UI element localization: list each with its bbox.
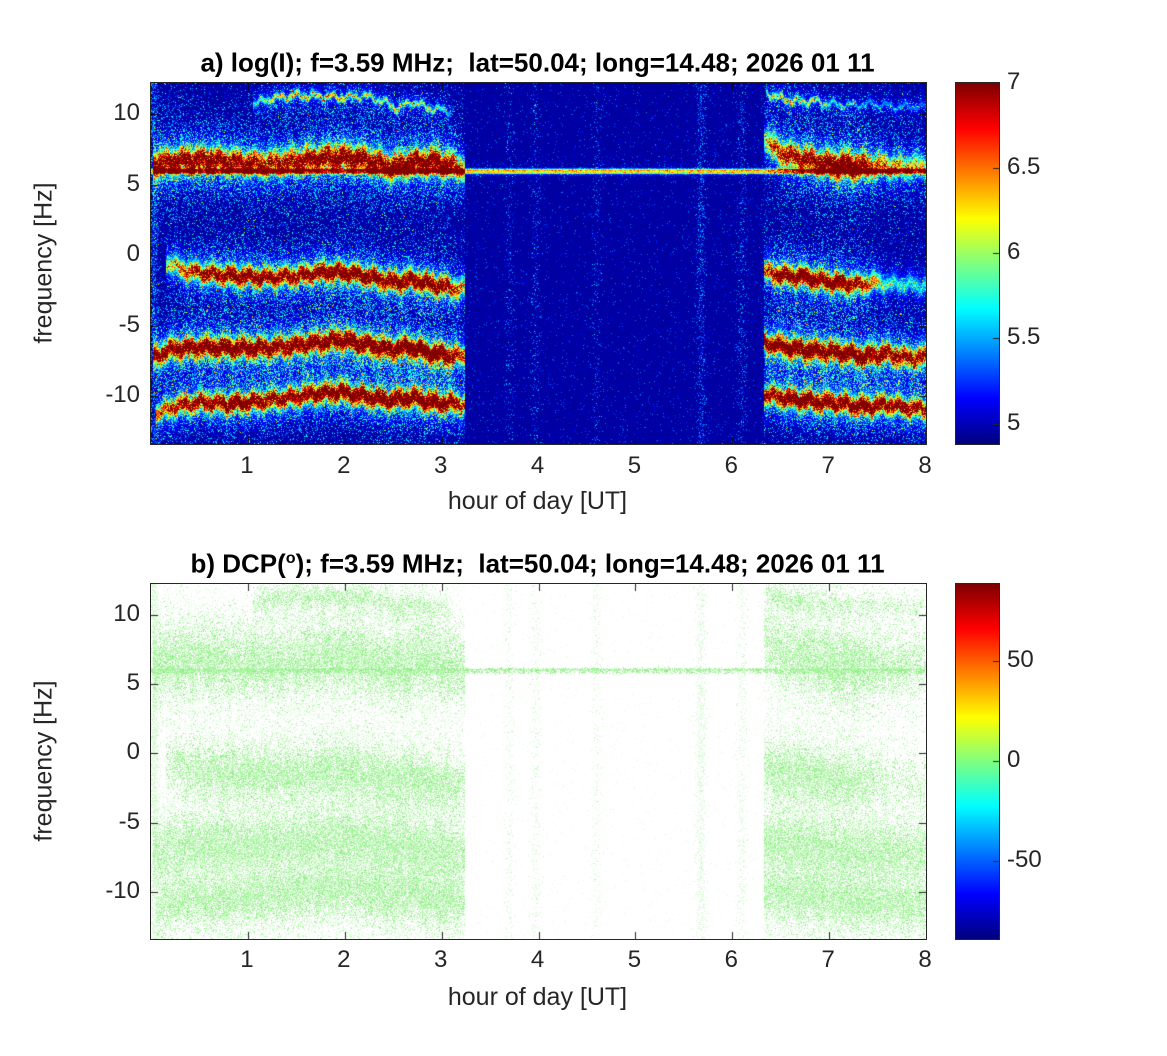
panel-a-xtick-label: 6	[724, 452, 738, 479]
panel-b-heatmap-canvas	[150, 583, 927, 940]
panel-b-title-text: b) DCP(	[190, 548, 286, 579]
panel-b-title: b) DCP(o); f=3.59 MHz; lat=50.04; long=1…	[150, 543, 925, 579]
panel-b-xtick-label: 6	[724, 946, 738, 973]
panel-a-ytick-label: 5	[126, 169, 140, 197]
panel-b-xtick-label: 5	[627, 946, 642, 973]
panel-a-ytick-label: 0	[126, 240, 140, 268]
panel-a-xtick-label: 5	[627, 452, 642, 479]
panel-a-colorbar-tick-label: 5	[1007, 408, 1021, 436]
panel-a-title: a) log(I); f=3.59 MHz; lat=50.04; long=1…	[150, 42, 925, 78]
panel-b-xlabel: hour of day [UT]	[447, 983, 628, 1011]
panel-b-xtick-label: 3	[433, 946, 448, 973]
panel-b-xtick-label: 2	[337, 946, 351, 973]
panel-a-xlabel: hour of day [UT]	[447, 487, 628, 515]
panel-b-ytick-label: -5	[118, 807, 140, 835]
panel-b-ytick-label: 10	[113, 599, 140, 627]
panel-a-ytick-label: 10	[113, 99, 140, 127]
panel-b-title-text-2: ); f=3.59 MHz; lat=50.04; long=14.48; 20…	[295, 548, 885, 579]
panel-a-xtick-label: 4	[530, 452, 545, 479]
panel-a-ylabel: frequency [Hz]	[29, 181, 58, 344]
panel-b-xtick-label: 7	[821, 946, 835, 973]
panel-a-xtick-label: 7	[821, 452, 835, 479]
panel-b-ylabel: frequency [Hz]	[29, 679, 58, 842]
panel-a-colorbar-canvas	[955, 82, 1000, 445]
panel-b-ytick-label: -10	[105, 876, 140, 904]
panel-b-colorbar-canvas	[955, 583, 1000, 940]
panel-a-xtick-label: 2	[337, 452, 351, 479]
panel-b-ytick-label: 5	[126, 668, 140, 696]
panel-a-colorbar-tick-label: 6.5	[1007, 153, 1041, 181]
panel-a-xtick-label: 3	[433, 452, 448, 479]
panel-a-ytick-label: -10	[105, 381, 140, 409]
panel-b-colorbar-tick-label: -50	[1007, 846, 1042, 873]
panel-a-colorbar-tick-label: 7	[1007, 68, 1021, 95]
panel-a-ytick-label: -5	[118, 310, 140, 338]
panel-a-xtick-label: 1	[240, 452, 254, 479]
panel-a-heatmap-canvas	[150, 82, 927, 445]
panel-a-title-text: a) log(I); f=3.59 MHz; lat=50.04; long=1…	[200, 47, 875, 78]
panel-b-colorbar-tick-label: 50	[1007, 646, 1034, 673]
panel-a-colorbar-tick-label: 6	[1007, 238, 1021, 266]
panel-b-xtick-label: 8	[918, 946, 932, 973]
panel-b-xtick-label: 4	[530, 946, 545, 973]
panel-a-colorbar-tick-label: 5.5	[1007, 323, 1041, 351]
panel-b-title-superscript: o	[285, 549, 296, 567]
panel-b-xtick-label: 1	[240, 946, 254, 973]
panel-b-colorbar-tick-label: 0	[1007, 746, 1021, 773]
panel-a-xtick-label: 8	[918, 452, 932, 479]
panel-b-ytick-label: 0	[126, 738, 140, 766]
